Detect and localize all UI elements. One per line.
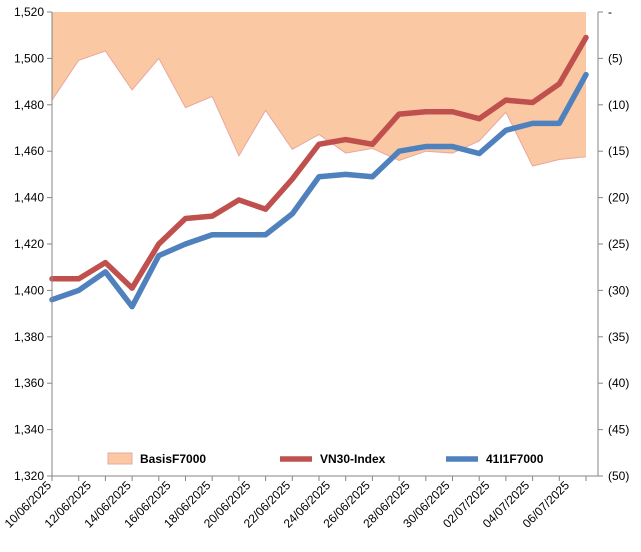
right-tick-label: (45) (608, 423, 629, 437)
left-tick-label: 1,460 (14, 144, 44, 158)
left-tick-label: 1,520 (14, 5, 44, 19)
left-tick-label: 1,480 (14, 98, 44, 112)
basis-area-layer (51, 12, 587, 167)
left-tick-label: 1,340 (14, 423, 44, 437)
legend-swatch-basisf7000 (107, 452, 133, 465)
legend-label-41i1f7000: 41I1F7000 (486, 452, 544, 466)
right-tick-label: (30) (608, 283, 629, 297)
basis-area (52, 12, 586, 167)
right-tick-label: (15) (608, 144, 629, 158)
right-tick-label: (35) (608, 330, 629, 344)
right-tick-label: (40) (608, 376, 629, 390)
left-tick-label: 1,360 (14, 376, 44, 390)
left-tick-label: 1,440 (14, 191, 44, 205)
series-line-vn30-index (49, 34, 589, 291)
left-tick-label: 1,320 (14, 469, 44, 483)
right-tick-label: (25) (608, 237, 629, 251)
right-tick-label: (50) (608, 469, 629, 483)
line-layer (49, 34, 589, 310)
legend-label-basisf7000: BasisF7000 (140, 452, 206, 466)
right-tick-label: (10) (608, 98, 629, 112)
left-tick-label: 1,500 (14, 51, 44, 65)
series-line-41i1f7000 (49, 71, 589, 310)
right-tick-label: (20) (608, 191, 629, 205)
right-tick-label: (5) (608, 51, 623, 65)
legend: BasisF7000 VN30-Index 41I1F7000 (107, 452, 544, 466)
basis-area-edge (51, 50, 587, 167)
left-tick-label: 1,380 (14, 330, 44, 344)
left-tick-label: 1,420 (14, 237, 44, 251)
right-tick-label: - (608, 5, 612, 19)
left-tick-label: 1,400 (14, 283, 44, 297)
legend-label-vn30-index: VN30-Index (320, 452, 386, 466)
